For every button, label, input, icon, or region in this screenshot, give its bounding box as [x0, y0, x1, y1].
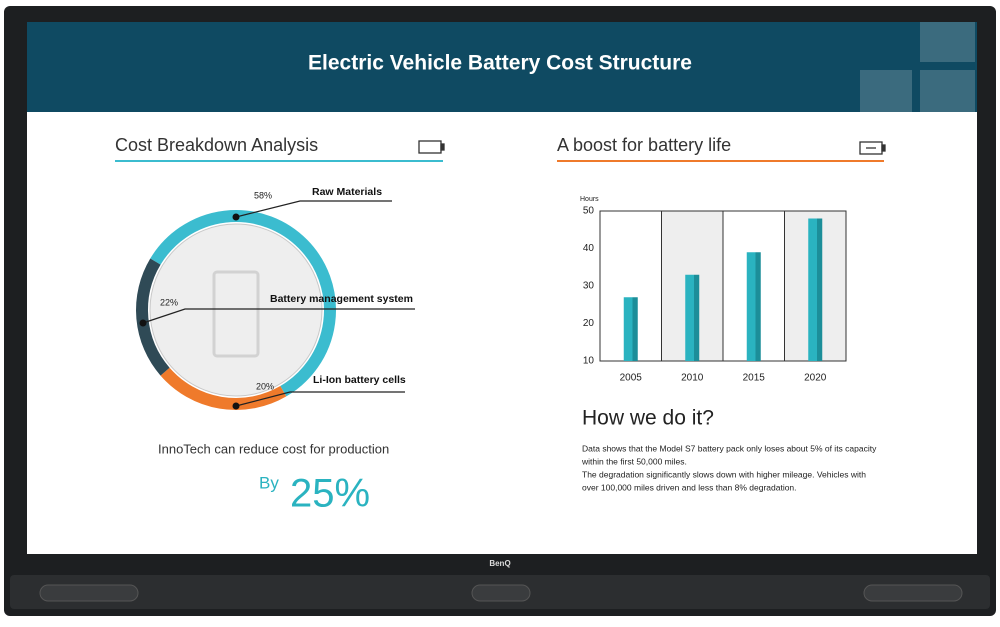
leader-line: [142, 308, 415, 324]
bar: [685, 274, 700, 361]
donut-segment: [150, 210, 336, 397]
leader-line: [235, 391, 405, 407]
battery-icon: [418, 140, 445, 154]
x-tick-label: 2020: [804, 373, 827, 384]
category-label: Li-Ion battery cells: [313, 374, 406, 386]
paragraph-line: Data shows that the Model S7 battery pac…: [582, 443, 877, 453]
bar: [746, 252, 761, 361]
y-tick-label: 10: [583, 356, 595, 367]
leader-line: [235, 200, 392, 218]
paragraph-line: The degradation significantly slows down…: [582, 469, 866, 479]
port-panel: [39, 584, 139, 602]
subheading: How we do it?: [582, 407, 714, 430]
by-label: By: [259, 473, 279, 492]
category-label: Raw Materials: [312, 186, 382, 198]
donut-segment: [136, 258, 170, 376]
right-heading: A boost for battery life: [557, 135, 731, 155]
x-tick-label: 2015: [743, 373, 766, 384]
y-tick-label: 50: [583, 206, 595, 217]
category-label: Battery management system: [270, 293, 413, 305]
donut-inner: [149, 223, 323, 397]
brand: BenQ: [489, 559, 510, 568]
bar: [808, 218, 823, 361]
leader-dot: [232, 213, 240, 221]
caption: InnoTech can reduce cost for production: [158, 441, 389, 456]
value-label: 58%: [254, 190, 272, 200]
left-heading: Cost Breakdown Analysis: [115, 135, 318, 155]
x-tick-label: 2005: [620, 373, 643, 384]
button-panel[interactable]: [863, 584, 963, 602]
leader-dot: [232, 402, 240, 410]
value-label: 22%: [160, 297, 178, 307]
value-label: 20%: [256, 381, 274, 391]
x-tick-label: 2010: [681, 373, 704, 384]
paragraph-line: within the first 50,000 miles.: [581, 456, 687, 466]
nfc-panel: [471, 584, 531, 602]
bar: [623, 297, 638, 361]
header-title: Electric Vehicle Battery Cost Structure: [308, 52, 692, 75]
y-axis-label: Hours: [580, 196, 599, 203]
y-tick-label: 20: [583, 318, 595, 329]
y-tick-label: 40: [583, 243, 595, 254]
leader-dot: [139, 319, 147, 327]
y-tick-label: 30: [583, 281, 595, 292]
header-decor: [860, 22, 975, 112]
battery-watermark: [212, 270, 260, 358]
plot-frame: [599, 210, 847, 362]
charging-icon: [859, 141, 886, 155]
paragraph-line: over 100,000 miles driven and less than …: [582, 482, 797, 492]
header-band: [27, 22, 977, 112]
amount: 25%: [290, 472, 370, 516]
